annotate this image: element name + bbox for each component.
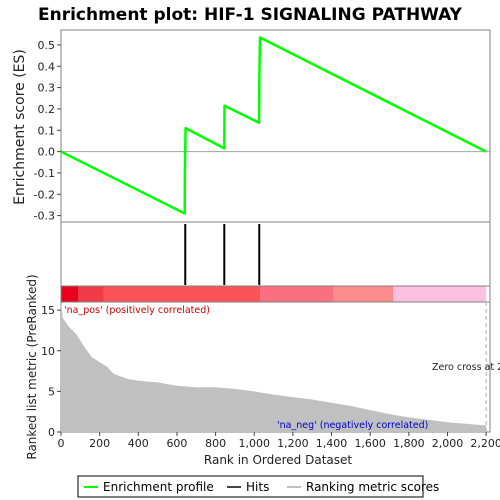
es-panel-frame: [60, 29, 491, 223]
x-tick-label: 400: [128, 437, 149, 450]
es-panel: -0.3 -0.2 -0.1 0.0 0.1 0.2 0.3 0.4 0.5 Enrichmen…: [12, 29, 491, 223]
chart-title: Enrichment plot: HIF-1 SIGNALING PATHWAY: [38, 5, 463, 25]
metric-y-tick-label: 15: [41, 304, 55, 317]
pos-correlated-label: 'na_pos' (positively correlated): [64, 305, 210, 316]
color-bar-segment: [260, 286, 334, 302]
x-tick-label: 1,000: [238, 437, 270, 450]
x-tick-label: 2,000: [432, 437, 464, 450]
zero-cross-label: Zero cross at 2: [432, 362, 500, 373]
x-axis-title: Rank in Ordered Dataset: [204, 453, 352, 467]
es-y-tick-label: 0.1: [38, 124, 56, 137]
es-y-tick-label: -0.3: [34, 210, 55, 223]
legend: Enrichment profile Hits Ranking metric s…: [77, 475, 439, 498]
ranking-metric-area: [61, 303, 487, 432]
enrichment-profile-line: [60, 36, 487, 215]
es-y-axis-title: Enrichment score (ES): [12, 49, 28, 205]
legend-enrichment-label: Enrichment profile: [103, 480, 214, 494]
x-tick-label: 2,200: [470, 437, 500, 450]
color-bar-segment: [103, 286, 261, 302]
x-tick-label: 1,400: [316, 437, 348, 450]
es-y-tick-label: 0.3: [38, 82, 56, 95]
color-bar-segment: [333, 286, 394, 302]
es-y-tick-label: 0.0: [38, 146, 56, 159]
es-y-tick-label: 0.4: [38, 60, 56, 73]
neg-correlated-label: 'na_neg' (negatively correlated): [277, 420, 428, 431]
es-y-tick-label: 0.5: [38, 39, 56, 52]
color-bar-segment: [61, 286, 79, 302]
hits-panel-frame: [60, 221, 491, 287]
es-y-tick-label: 0.2: [38, 103, 56, 116]
x-tick-label: 1,800: [393, 437, 425, 450]
color-bar-segment: [393, 286, 487, 302]
x-tick-label: 200: [89, 437, 110, 450]
legend-hits-label: Hits: [246, 480, 269, 494]
x-tick-label: 1,600: [354, 437, 386, 450]
metric-y-tick-label: 0: [48, 426, 55, 439]
metric-y-tick-label: 5: [48, 385, 55, 398]
metric-y-axis-title: Ranked list metric (PreRanked): [25, 274, 39, 459]
color-bar: [60, 285, 491, 303]
x-tick-label: 800: [205, 437, 226, 450]
x-axis: 0 200 400 600 800 1,000 1,200 1,400 1,600 1,800 2,…: [58, 432, 500, 450]
es-y-tick-label: -0.1: [34, 167, 55, 180]
legend-ranking-label: Ranking metric scores: [306, 480, 439, 494]
legend-box: [77, 475, 424, 498]
hits-panel: [60, 221, 491, 287]
color-bar-segment: [78, 286, 104, 302]
x-tick-label: 0: [58, 437, 65, 450]
x-tick-label: 1,200: [277, 437, 309, 450]
es-y-tick-label: -0.2: [34, 188, 55, 201]
metric-y-tick-label: 10: [41, 345, 55, 358]
x-tick-label: 600: [166, 437, 187, 450]
